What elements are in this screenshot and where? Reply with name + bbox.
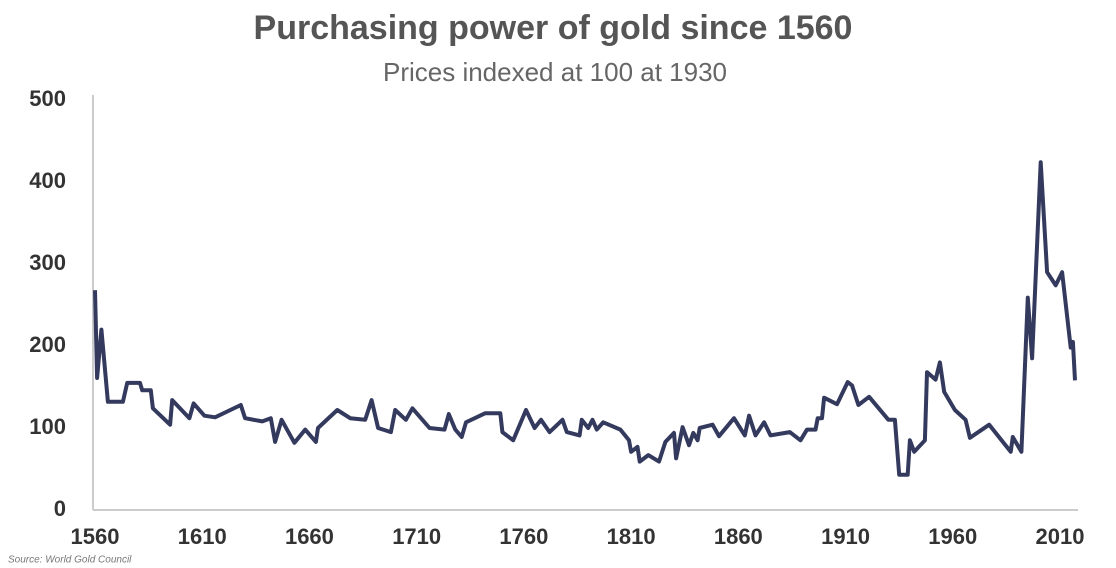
chart-title: Purchasing power of gold since 1560: [254, 9, 853, 47]
y-tick-label: 500: [29, 86, 66, 111]
y-tick-label: 0: [54, 496, 66, 521]
x-tick-label: 1810: [607, 524, 656, 549]
source: Source: World Gold Council: [8, 555, 132, 566]
x-tick-label: 1760: [499, 524, 548, 549]
chart-subtitle: Prices indexed at 100 at 1930: [383, 57, 727, 87]
y-tick-label: 200: [29, 332, 66, 357]
x-tick-label: 1960: [928, 524, 977, 549]
x-tick-label: 2010: [1036, 524, 1085, 549]
x-tick-label: 1610: [178, 524, 227, 549]
x-tick-label: 1860: [714, 524, 763, 549]
y-tick-label: 100: [29, 414, 66, 439]
y-tick-label: 400: [29, 168, 66, 193]
x-tick-label: 1710: [392, 524, 441, 549]
x-tick-label: 1910: [821, 524, 870, 549]
y-tick-label: 300: [29, 250, 66, 275]
x-tick-label: 1560: [71, 524, 120, 549]
data-line: [93, 160, 1077, 477]
x-tick-label: 1660: [285, 524, 334, 549]
